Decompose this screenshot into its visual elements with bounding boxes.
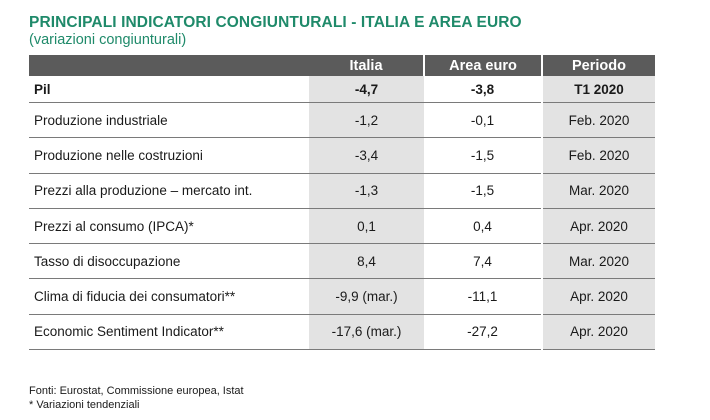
header-label: [29, 55, 309, 76]
row-label: Produzione industriale: [29, 102, 309, 139]
cell-italia: -4,7: [309, 76, 424, 103]
cell-italia: -17,6 (mar.): [309, 314, 424, 351]
cell-periodo: Apr. 2020: [541, 278, 655, 315]
cell-periodo: Feb. 2020: [541, 137, 655, 174]
cell-area-euro: -11,1: [424, 278, 542, 315]
cell-area-euro: 7,4: [424, 243, 542, 280]
table-row: Clima di fiducia dei consumatori** -9,9 (…: [29, 278, 655, 315]
table-header-row: Italia Area euro Periodo: [29, 55, 655, 76]
cell-periodo: Mar. 2020: [541, 243, 655, 280]
cell-italia: -1,3: [309, 173, 424, 209]
cell-area-euro: 0,4: [424, 208, 542, 245]
table-row: Pil -4,7 -3,8 T1 2020: [29, 76, 655, 103]
cell-area-euro: -1,5: [424, 173, 542, 209]
cell-area-euro: -3,8: [424, 76, 542, 103]
table-row: Prezzi al consumo (IPCA)* 0,1 0,4 Apr. 2020: [29, 208, 655, 245]
footnotes: Fonti: Eurostat, Commissione europea, Is…: [29, 384, 244, 412]
row-label: Prezzi alla produzione – mercato int.: [29, 173, 309, 209]
document-panel: PRINCIPALI INDICATORI CONGIUNTURALI - IT…: [29, 14, 684, 351]
row-label: Economic Sentiment Indicator**: [29, 314, 309, 351]
row-label: Clima di fiducia dei consumatori**: [29, 278, 309, 315]
cell-area-euro: -0,1: [424, 102, 542, 139]
row-label: Tasso di disoccupazione: [29, 243, 309, 280]
footnote-sources: Fonti: Eurostat, Commissione europea, Is…: [29, 385, 244, 397]
cell-area-euro: -1,5: [424, 137, 542, 174]
table-row: Economic Sentiment Indicator** -17,6 (mar…: [29, 314, 655, 351]
cell-periodo: Mar. 2020: [541, 173, 655, 209]
cell-italia: -1,2: [309, 102, 424, 139]
cell-area-euro: -27,2: [424, 314, 542, 351]
table-row: Produzione nelle costruzioni -3,4 -1,5 Feb.…: [29, 137, 655, 174]
header-periodo: Periodo: [542, 55, 655, 76]
row-label: Prezzi al consumo (IPCA)*: [29, 208, 309, 245]
footnote-tendenziali: * Variazioni tendenziali: [29, 399, 140, 411]
cell-italia: -9,9 (mar.): [309, 278, 424, 315]
table-row: Tasso di disoccupazione 8,4 7,4 Mar. 2020: [29, 243, 655, 280]
cell-italia: -3,4: [309, 137, 424, 174]
page-subtitle: (variazioni congiunturali): [29, 32, 187, 48]
table-row: Produzione industriale -1,2 -0,1 Feb. 2020: [29, 102, 655, 139]
page-title: PRINCIPALI INDICATORI CONGIUNTURALI - IT…: [29, 14, 522, 31]
header-italia: Italia: [309, 55, 425, 76]
cell-italia: 8,4: [309, 243, 424, 280]
indicators-table: Italia Area euro Periodo Pil -4,7 -3,8 T1 2…: [29, 55, 655, 351]
cell-periodo: Apr. 2020: [541, 208, 655, 245]
row-label: Produzione nelle costruzioni: [29, 137, 309, 174]
table-row: Prezzi alla produzione – mercato int. -1,…: [29, 173, 655, 209]
row-label: Pil: [29, 76, 309, 103]
cell-periodo: Feb. 2020: [541, 102, 655, 139]
cell-italia: 0,1: [309, 208, 424, 245]
header-area-euro: Area euro: [424, 55, 543, 76]
cell-periodo: Apr. 2020: [541, 314, 655, 351]
cell-periodo: T1 2020: [541, 76, 655, 103]
